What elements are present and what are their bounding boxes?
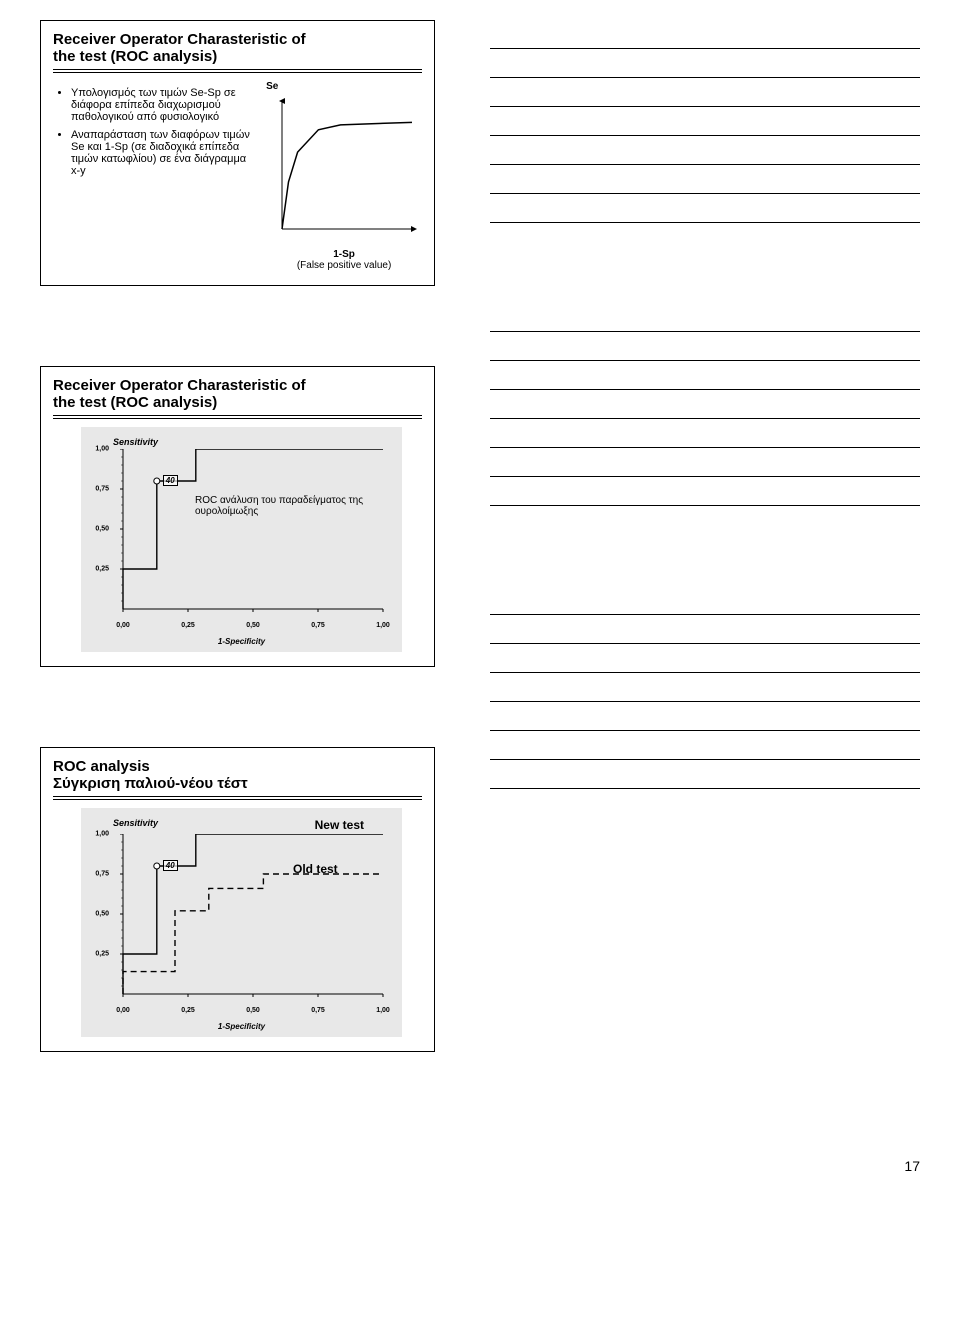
title-line1: Receiver Operator Charasteristic of — [53, 31, 422, 48]
bullet-list: Υπολογισμός των τιμών Se-Sp σε διάφορα ε… — [53, 87, 256, 265]
note-line — [490, 49, 920, 78]
bullet-item: Υπολογισμός των τιμών Se-Sp σε διάφορα ε… — [71, 87, 256, 123]
notes-block — [490, 20, 920, 223]
chart-annotation: ROC ανάλυση του παραδείγματος της ουρολο… — [195, 495, 365, 517]
note-line — [490, 644, 920, 673]
note-line — [490, 702, 920, 731]
note-line — [490, 194, 920, 223]
title-line2: Σύγκριση παλιού-νέου τέστ — [53, 775, 422, 792]
note-line — [490, 361, 920, 390]
note-line — [490, 731, 920, 760]
slide-roc-intro: Receiver Operator Charasteristic of the … — [40, 20, 435, 286]
note-line — [490, 20, 920, 49]
x-tick: 0,00 — [116, 1007, 130, 1014]
slide-title: Receiver Operator Charasteristic of the … — [53, 31, 422, 73]
chart-panel: Sensitivity New test 40 Old test 1,000,7… — [81, 808, 402, 1037]
y-tick: 0,25 — [95, 566, 109, 573]
note-line — [490, 419, 920, 448]
page-number: 17 — [0, 1152, 960, 1190]
y-axis-label: Sensitivity — [113, 437, 392, 447]
x-axis-label: 1-Sp (False positive value) — [266, 249, 422, 271]
y-tick: 0,75 — [95, 486, 109, 493]
roc-sketch-svg — [270, 97, 420, 237]
bullet-item: Αναπαράσταση των διαφόρων τιμών Se και 1… — [71, 129, 256, 177]
y-axis-label: Sensitivity — [113, 818, 315, 832]
note-line — [490, 390, 920, 419]
x-tick: 0,75 — [311, 622, 325, 629]
x-tick: 1,00 — [376, 1007, 390, 1014]
x-axis-label: 1-Specificity — [91, 637, 392, 646]
title-line2: the test (ROC analysis) — [53, 48, 422, 65]
note-line — [490, 477, 920, 506]
roc-chart-svg — [113, 834, 393, 1004]
point-label: 40 — [163, 860, 178, 871]
x-tick: 0,25 — [181, 622, 195, 629]
y-tick: 1,00 — [95, 446, 109, 453]
point-label: 40 — [163, 475, 178, 486]
y-tick: 0,25 — [95, 951, 109, 958]
y-tick: 0,50 — [95, 526, 109, 533]
slide-title: ROC analysis Σύγκριση παλιού-νέου τέστ — [53, 758, 422, 800]
note-line — [490, 615, 920, 644]
slide-roc-compare: ROC analysis Σύγκριση παλιού-νέου τέστ S… — [40, 747, 435, 1052]
x-tick: 0,75 — [311, 1007, 325, 1014]
roc-chart-svg — [113, 449, 393, 619]
plot-area: 40 ROC ανάλυση του παραδείγματος της ουρ… — [113, 449, 388, 619]
plot-area: 40 Old test 1,000,750,500,250,000,250,50… — [113, 834, 388, 1004]
notes-column — [490, 20, 920, 1132]
slide-title: Receiver Operator Charasteristic of the … — [53, 377, 422, 419]
y-axis-label: Se — [266, 81, 278, 92]
note-line — [490, 78, 920, 107]
x-tick: 0,00 — [116, 622, 130, 629]
x-label-sub: (False positive value) — [297, 260, 391, 271]
notes-block — [490, 303, 920, 506]
slide-roc-example: Receiver Operator Charasteristic of the … — [40, 366, 435, 667]
title-line2: the test (ROC analysis) — [53, 394, 422, 411]
x-tick: 0,25 — [181, 1007, 195, 1014]
x-tick: 0,50 — [246, 1007, 260, 1014]
x-tick: 1,00 — [376, 622, 390, 629]
note-line — [490, 303, 920, 332]
note-line — [490, 165, 920, 194]
x-tick: 0,50 — [246, 622, 260, 629]
x-label-main: 1-Sp — [333, 249, 355, 260]
note-line — [490, 136, 920, 165]
y-tick: 0,50 — [95, 911, 109, 918]
note-line — [490, 448, 920, 477]
note-line — [490, 760, 920, 789]
legend-old-test: Old test — [293, 862, 338, 876]
title-line1: ROC analysis — [53, 758, 422, 775]
note-line — [490, 107, 920, 136]
legend-new-test: New test — [315, 818, 364, 832]
x-axis-label: 1-Specificity — [91, 1022, 392, 1031]
chart-panel: Sensitivity 40 ROC ανάλυση του παραδείγμ… — [81, 427, 402, 652]
y-tick: 1,00 — [95, 831, 109, 838]
note-line — [490, 332, 920, 361]
y-tick: 0,75 — [95, 871, 109, 878]
note-line — [490, 586, 920, 615]
roc-curve-sketch: Se — [266, 81, 422, 271]
title-line1: Receiver Operator Charasteristic of — [53, 377, 422, 394]
note-line — [490, 673, 920, 702]
notes-block — [490, 586, 920, 789]
